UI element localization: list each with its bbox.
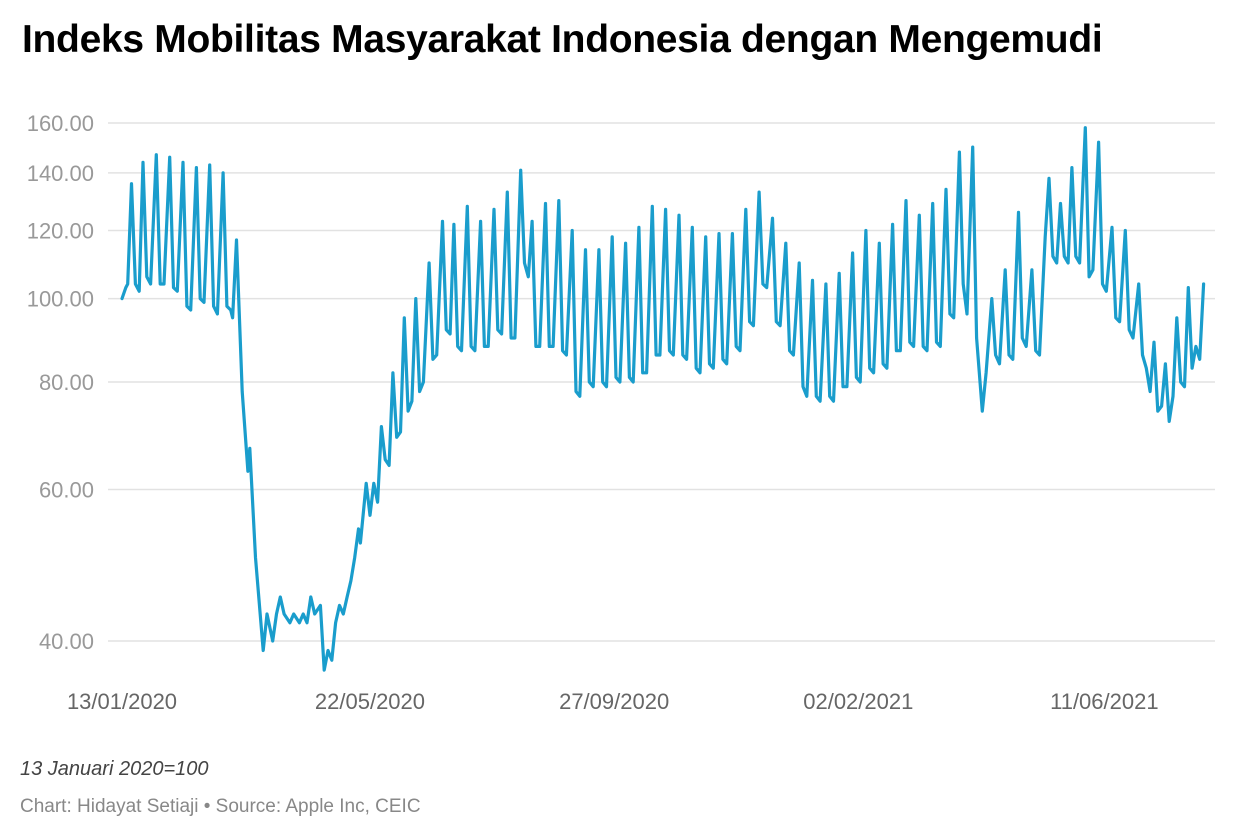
y-tick-label: 80.00 [39,370,94,395]
y-axis-ticks: 40.00 60.00 80.00 100.00 120.00 140.00 160.00 [27,111,94,654]
x-tick-label: 13/01/2020 [67,689,177,714]
y-tick-label: 160.00 [27,111,94,136]
chart-title: Indeks Mobilitas Masyarakat Indonesia de… [22,18,1103,61]
x-axis-ticks: 13/01/2020 22/05/2020 27/09/2020 02/02/2021… [67,689,1159,714]
x-tick-label: 02/02/2021 [803,689,913,714]
x-tick-label: 11/06/2021 [1050,689,1158,714]
y-tick-label: 100.00 [27,287,94,312]
y-tick-label: 40.00 [39,629,94,654]
baseline-note: 13 Januari 2020=100 [20,758,209,780]
series-layer [120,126,1206,672]
source-credit: Chart: Hidayat Setiaji • Source: Apple I… [20,796,421,817]
y-tick-label: 140.00 [27,161,94,186]
y-tick-label: 120.00 [27,218,94,243]
series-line [120,126,1206,672]
gridlines [108,122,1215,642]
x-tick-label: 27/09/2020 [559,689,669,714]
x-tick-label: 22/05/2020 [315,689,425,714]
line-chart: 40.0060.0080.00100.00120.00140.00160.00 … [27,111,1215,714]
y-tick-label: 60.00 [39,477,94,502]
